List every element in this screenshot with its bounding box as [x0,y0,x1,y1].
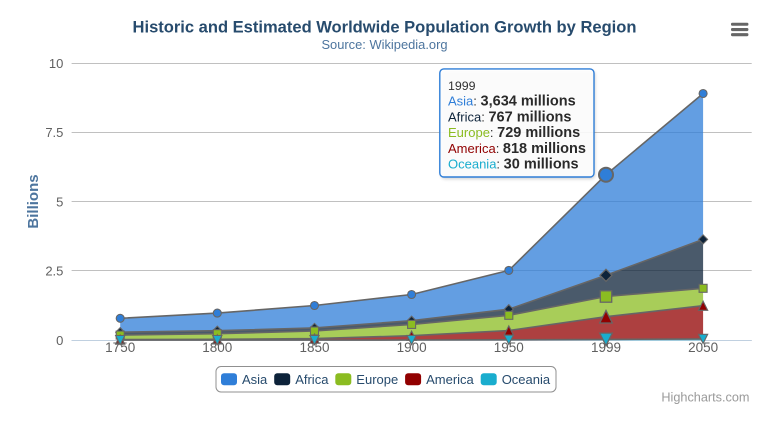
svg-text:Europe: Europe [356,372,398,387]
svg-text:0: 0 [56,333,63,348]
svg-text:5: 5 [56,194,63,209]
svg-text:Asia: Asia [242,372,268,387]
svg-text:Billions: Billions [25,174,42,228]
svg-text:10: 10 [49,56,63,71]
svg-text:Highcharts.com: Highcharts.com [661,391,749,405]
svg-text:1850: 1850 [299,340,329,355]
svg-text:2.5: 2.5 [45,264,63,279]
svg-text:2050: 2050 [688,340,718,355]
svg-text:1950: 1950 [494,340,524,355]
svg-text:America: 818 millions: America: 818 millions [448,141,586,157]
svg-text:7.5: 7.5 [45,125,63,140]
svg-text:1900: 1900 [397,340,427,355]
svg-text:Africa: Africa [295,372,329,387]
svg-text:Europe: 729 millions: Europe: 729 millions [448,125,580,141]
svg-text:Historic and Estimated Worldwi: Historic and Estimated Worldwide Populat… [133,18,637,37]
svg-text:1800: 1800 [202,340,232,355]
svg-text:1999: 1999 [591,340,621,355]
svg-text:Source: Wikipedia.org: Source: Wikipedia.org [321,37,447,52]
svg-text:Asia: 3,634 millions: Asia: 3,634 millions [448,94,576,110]
svg-text:America: America [426,372,474,387]
svg-text:1750: 1750 [105,340,135,355]
svg-text:Oceania: 30 millions: Oceania: 30 millions [448,157,579,173]
svg-text:Africa: 767 millions: Africa: 767 millions [448,109,571,125]
svg-text:1999: 1999 [448,79,476,93]
svg-text:Oceania: Oceania [502,372,551,387]
